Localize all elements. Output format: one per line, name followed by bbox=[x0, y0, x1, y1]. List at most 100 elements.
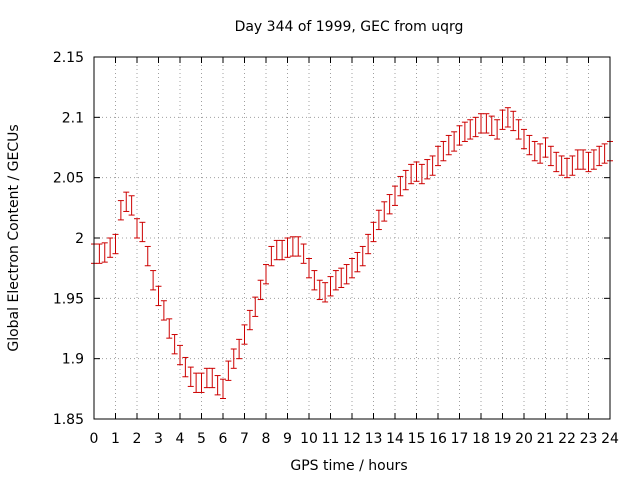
data-point bbox=[166, 318, 173, 339]
data-point bbox=[279, 239, 286, 261]
data-point bbox=[263, 264, 269, 285]
data-point bbox=[542, 137, 549, 158]
data-point bbox=[521, 128, 527, 150]
data-point bbox=[451, 131, 458, 152]
data-point bbox=[225, 360, 232, 381]
x-tick-label: 20 bbox=[515, 431, 533, 447]
data-point bbox=[526, 134, 533, 156]
data-point bbox=[537, 143, 544, 164]
data-point bbox=[580, 149, 587, 170]
data-point bbox=[456, 125, 463, 146]
data-point bbox=[504, 107, 511, 128]
data-point bbox=[547, 145, 554, 167]
data-point bbox=[375, 209, 382, 231]
data-point bbox=[284, 237, 291, 258]
data-point bbox=[418, 163, 425, 185]
data-point bbox=[354, 251, 361, 273]
data-point bbox=[494, 119, 501, 140]
x-tick-labels: 0 1 2 3 4 5 6 7 8 9 10 11 12 13 14 15 16 17 18 19 20 21 22 23 24 bbox=[90, 431, 619, 447]
data-point bbox=[510, 110, 517, 132]
data-point bbox=[289, 236, 296, 257]
data-point bbox=[123, 191, 130, 212]
y-tick-label: 1.95 bbox=[53, 291, 84, 307]
data-point bbox=[402, 169, 409, 191]
x-tick-label: 11 bbox=[322, 431, 340, 447]
data-point bbox=[198, 372, 205, 393]
data-point bbox=[144, 245, 151, 267]
data-point bbox=[601, 143, 608, 164]
x-tick-label: 13 bbox=[365, 431, 383, 447]
data-point bbox=[349, 258, 355, 279]
data-point bbox=[596, 145, 603, 167]
data-point bbox=[112, 233, 119, 255]
data-point bbox=[381, 201, 388, 222]
y-tick-label: 1.9 bbox=[62, 352, 84, 368]
data-point bbox=[128, 195, 135, 216]
data-point bbox=[203, 367, 210, 389]
x-tick-label: 17 bbox=[451, 431, 469, 447]
data-point bbox=[343, 264, 350, 285]
data-point bbox=[332, 270, 339, 291]
data-point bbox=[574, 149, 581, 170]
x-tick-label: 4 bbox=[176, 431, 185, 447]
data-point bbox=[338, 267, 345, 288]
data-point bbox=[424, 159, 431, 180]
data-point bbox=[445, 134, 452, 156]
data-point bbox=[435, 145, 441, 167]
x-tick-label: 9 bbox=[283, 431, 292, 447]
data-point bbox=[171, 334, 178, 355]
data-point bbox=[472, 116, 479, 138]
y-tick-label: 2.15 bbox=[53, 50, 84, 66]
x-tick-label: 14 bbox=[386, 431, 404, 447]
y-tick-label: 1.85 bbox=[53, 412, 84, 428]
data-point bbox=[569, 155, 576, 176]
data-point bbox=[327, 276, 334, 297]
x-tick-label: 10 bbox=[300, 431, 318, 447]
data-point bbox=[311, 270, 318, 291]
data-point bbox=[488, 115, 495, 136]
data-point bbox=[585, 151, 592, 173]
grid-lines bbox=[94, 57, 610, 419]
data-point bbox=[139, 221, 146, 243]
data-point bbox=[467, 119, 474, 140]
data-point bbox=[499, 109, 506, 130]
data-point bbox=[413, 161, 420, 182]
data-point bbox=[241, 324, 248, 345]
x-tick-label: 16 bbox=[429, 431, 447, 447]
data-point bbox=[408, 163, 415, 185]
x-tick-label: 6 bbox=[219, 431, 228, 447]
data-point bbox=[273, 239, 280, 261]
data-point bbox=[440, 140, 447, 162]
data-point bbox=[564, 157, 570, 179]
y-tick-label: 2.1 bbox=[62, 110, 84, 126]
data-series bbox=[91, 107, 613, 399]
data-point bbox=[483, 113, 490, 134]
data-point bbox=[295, 236, 302, 257]
data-point bbox=[553, 151, 560, 173]
x-tick-label: 22 bbox=[558, 431, 576, 447]
data-point bbox=[117, 200, 124, 221]
data-point bbox=[214, 375, 221, 396]
x-tick-label: 0 bbox=[90, 431, 99, 447]
data-point bbox=[252, 296, 259, 317]
x-axis-label: GPS time / hours bbox=[290, 458, 407, 474]
data-point bbox=[177, 344, 183, 366]
data-point bbox=[306, 258, 312, 279]
data-point bbox=[230, 348, 237, 369]
x-tick-label: 15 bbox=[408, 431, 426, 447]
x-tick-label: 18 bbox=[472, 431, 490, 447]
axis-ticks bbox=[93, 56, 611, 420]
data-point bbox=[220, 378, 226, 399]
data-point bbox=[187, 366, 194, 387]
data-point bbox=[257, 279, 264, 301]
y-tick-label: 2 bbox=[75, 231, 84, 247]
x-tick-label: 1 bbox=[111, 431, 120, 447]
x-tick-label: 24 bbox=[601, 431, 619, 447]
data-point bbox=[268, 245, 275, 267]
data-point bbox=[96, 243, 103, 264]
data-point bbox=[478, 113, 484, 134]
data-point bbox=[461, 121, 468, 142]
data-point bbox=[322, 282, 329, 303]
data-point bbox=[386, 194, 393, 215]
data-point bbox=[365, 233, 372, 255]
